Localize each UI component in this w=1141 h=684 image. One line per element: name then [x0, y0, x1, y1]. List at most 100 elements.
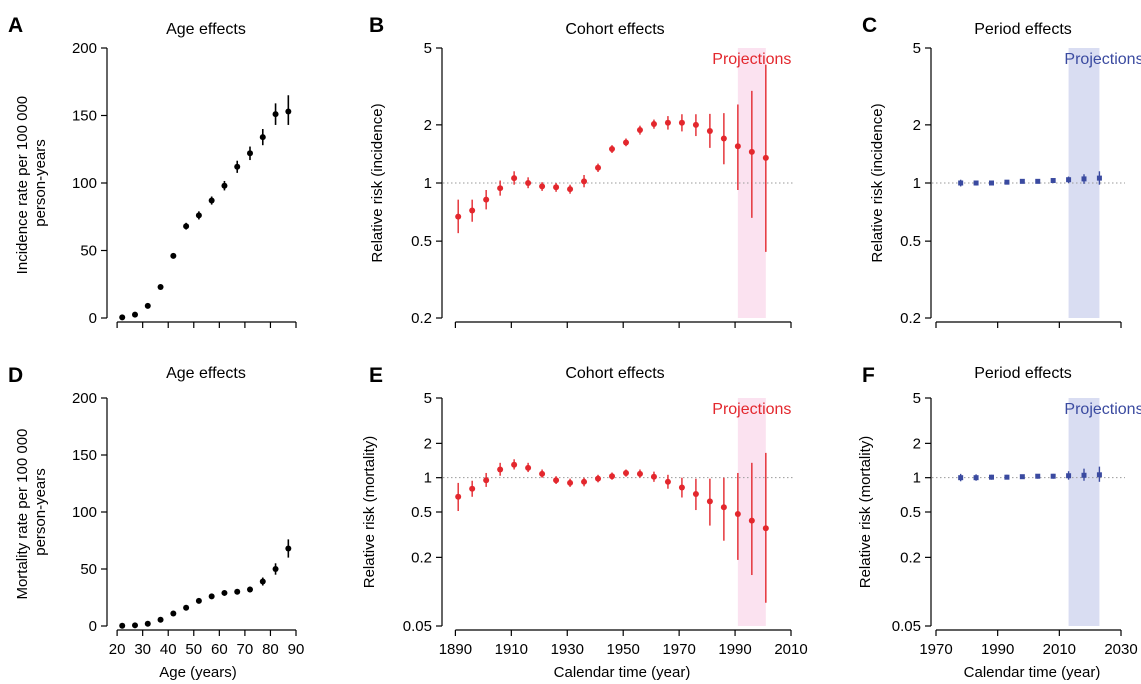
panel-d-x-tick-label: 20: [109, 641, 126, 658]
panel-d-x-tick-label: 30: [134, 641, 151, 658]
panel-e-xlabel: Calendar time (year): [554, 664, 691, 681]
panel-c-data-point: [973, 180, 979, 186]
panel-letter-d: D: [8, 364, 23, 387]
panel-e-y-tick-label: 0.2: [411, 549, 432, 566]
panel-letter-f: F: [862, 364, 875, 387]
panel-b-data-point: [706, 127, 713, 134]
panel-c-y-tick-label: 2: [913, 117, 921, 134]
panel-e-data-point: [553, 477, 560, 484]
panel-e-data-point: [636, 470, 643, 477]
panel-f-data-point: [958, 475, 964, 481]
panel-f: F Period effects Relative risk (mortalit…: [857, 364, 1100, 681]
panel-a-data-point: [170, 252, 177, 259]
panel-e-title: Cohort effects: [565, 365, 664, 382]
panel-d-y-tick-label: 0: [89, 618, 97, 635]
panel-b-y-tick-label: 0.5: [411, 233, 432, 250]
panel-d-data-point: [157, 616, 164, 623]
panel-b-data-point: [650, 121, 657, 128]
panel-f-x-tick-label: 1970: [919, 641, 952, 658]
panel-a-data-point: [144, 302, 151, 309]
panel-c: C Period effects Relative risk (incidenc…: [862, 14, 1072, 263]
panel-a-y-tick-label: 200: [72, 40, 97, 57]
panel-d-data-point: [247, 586, 253, 593]
panel-c-data-point: [1004, 179, 1010, 185]
panel-letter-e: E: [369, 364, 383, 387]
panel-a-ylabel-line2: person-years: [32, 139, 49, 227]
panel-f-y-tick-label: 0.05: [892, 618, 921, 635]
panel-b-data-point: [664, 119, 671, 126]
panel-a-data-point: [157, 283, 164, 290]
panel-e-data-point: [595, 475, 602, 482]
panel-e-y-tick-label: 2: [424, 435, 432, 452]
panel-e-data-point: [455, 493, 462, 500]
panel-c-y-tick-label: 1: [913, 175, 921, 192]
panel-e-x-tick-label: 1950: [607, 641, 640, 658]
panel-b-data-point: [595, 164, 602, 171]
panel-b-data-point: [678, 119, 685, 126]
panel-a-y-tick-label: 0: [89, 310, 97, 327]
panel-a-ylabel-wrap: Incidence rate per 100 000 person-years: [14, 92, 49, 275]
panel-f-title: Period effects: [974, 365, 1072, 382]
panel-b-y-tick-label: 2: [424, 117, 432, 134]
panel-e-ylabel: Relative risk (mortality): [361, 436, 378, 589]
panel-d-data-point: [259, 578, 266, 585]
panel-e-data-point: [581, 478, 588, 485]
panel-b-data-point: [636, 127, 643, 134]
panel-d-y-tick-label: 150: [72, 447, 97, 464]
panel-c-data-point: [1081, 176, 1087, 182]
panel-e-projection-label: Projections: [712, 401, 791, 418]
panel-d-y-tick-label: 100: [72, 504, 97, 521]
panel-a-data-point: [195, 212, 202, 219]
panel-c-y-tick-label: 0.5: [900, 233, 921, 250]
panel-c-data-point: [1019, 178, 1025, 184]
panel-a-data-point: [132, 311, 138, 318]
panel-a-plot: 0 50 100 150 200: [72, 40, 297, 328]
panel-f-ylabel: Relative risk (mortality): [857, 436, 874, 589]
panel-b-title: Cohort effects: [565, 21, 664, 38]
panel-a-title: Age effects: [166, 21, 246, 38]
panel-b-data-point: [455, 213, 462, 220]
panel-d-x-tick-label: 90: [288, 641, 305, 658]
panel-b-data-point: [748, 148, 755, 155]
panel-a-data-point: [208, 197, 215, 204]
panel-b-data-point: [483, 196, 490, 203]
panel-e-data-point: [539, 470, 546, 477]
panel-b-projection-label: Projections: [712, 51, 791, 68]
panel-f-data-point: [1066, 473, 1072, 479]
panel-c-y-tick-label: 0.2: [900, 310, 921, 327]
panel-d-data-point: [144, 620, 151, 627]
panel-b-y-tick-label: 0.2: [411, 310, 432, 327]
panel-f-data-point: [1050, 473, 1056, 479]
panel-e-data-point: [567, 479, 574, 486]
panel-e-x-tick-label: 1890: [439, 641, 472, 658]
panel-f-data-point: [1081, 472, 1087, 478]
panel-c-data-point: [989, 180, 994, 186]
panel-d-data-point: [272, 566, 279, 572]
panel-c-data-point: [1096, 175, 1102, 181]
panel-b-data-point: [581, 178, 588, 185]
panel-e-x-tick-label: 2010: [774, 641, 807, 658]
panel-e-data-point: [762, 525, 769, 532]
panel-e-data-point: [748, 517, 755, 524]
panel-e-data-point: [706, 498, 713, 505]
panel-d-plot: 0 50 100 150 200 20 30 40 50 60 70 80 90: [72, 390, 304, 658]
panel-a-data-point: [285, 108, 292, 115]
panel-a-data-point: [183, 223, 190, 230]
panel-f-data-point: [1004, 474, 1010, 480]
panel-b-data-point: [609, 145, 616, 152]
panel-d-ylabel-line1: Mortality rate per 100 000: [14, 429, 31, 600]
panel-b-data-point: [469, 207, 476, 214]
panel-f-x-tick-label: 1990: [981, 641, 1014, 658]
panel-a-data-point: [221, 182, 228, 189]
panel-d-ylabel-line2: person-years: [32, 468, 49, 556]
panel-e-y-tick-label: 0.05: [403, 618, 432, 635]
panel-c-data-point: [1050, 178, 1056, 184]
panel-e: E Cohort effects Relative risk (mortalit…: [361, 364, 690, 681]
panel-b: B Cohort effects Relative risk (incidenc…: [369, 14, 665, 263]
panel-d-x-tick-label: 70: [237, 641, 254, 658]
panel-e-data-point: [511, 461, 518, 468]
panel-a-y-tick-label: 50: [80, 243, 97, 260]
panel-d-data-point: [234, 588, 241, 595]
panel-e-data-point: [692, 490, 699, 497]
